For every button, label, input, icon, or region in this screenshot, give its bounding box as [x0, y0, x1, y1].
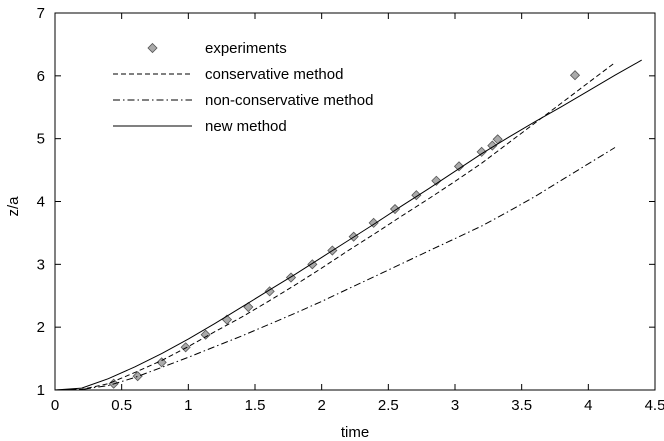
x-tick-label: 1 — [184, 397, 192, 414]
experiments-marker — [368, 217, 379, 228]
legend-experiments-symbol — [147, 42, 158, 54]
x-tick-label: 2.5 — [378, 397, 399, 414]
experiments-marker — [264, 286, 275, 297]
x-tick-label: 1.5 — [245, 397, 266, 414]
y-tick-label: 2 — [37, 319, 45, 336]
experiments-marker — [156, 357, 167, 368]
legend: experiments conservative method non-conser… — [113, 40, 373, 135]
x-tick-label: 0.5 — [111, 397, 132, 414]
experiments-marker — [431, 175, 442, 186]
x-tick-label: 0 — [51, 397, 59, 414]
y-tick-label: 5 — [37, 131, 45, 148]
experiments-marker — [453, 161, 465, 172]
experiments-marker — [487, 140, 498, 151]
x-tick-label: 3.5 — [511, 397, 532, 414]
experiments-marker — [569, 70, 581, 81]
legend-new-method-label: new method — [205, 118, 287, 135]
legend-non-conservative-method-label: non-conservative method — [205, 92, 373, 109]
x-tick-label: 4.5 — [645, 397, 664, 414]
y-tick-label: 3 — [37, 256, 45, 273]
y-tick-label: 1 — [37, 382, 45, 399]
experiments-marker — [200, 329, 211, 340]
legend-conservative-method-label: conservative method — [205, 66, 343, 83]
new-method-line — [54, 59, 642, 391]
experiments-marker — [243, 301, 254, 313]
plot-frame — [54, 12, 656, 391]
x-tick-label: 2 — [317, 397, 325, 414]
experiments-marker — [132, 371, 143, 382]
experiments-marker — [180, 342, 191, 353]
legend-experiments-label: experiments — [205, 40, 287, 57]
series-layer — [54, 59, 642, 391]
x-axis-label: time — [341, 424, 369, 441]
y-tick-label: 7 — [37, 5, 45, 22]
experiments-marker — [476, 146, 487, 157]
y-tick-label: 6 — [37, 68, 45, 85]
y-axis-label: z/a — [5, 196, 22, 217]
conservative-method-line — [54, 62, 616, 391]
x-tick-label: 4 — [584, 397, 592, 414]
axis-ticks: 0 0.5 1 1.5 2 2.5 3 3.5 4 4.5 1 2 3 4 5 6 7 — [37, 5, 664, 414]
non-conservative-method-line — [54, 147, 616, 391]
y-tick-label: 4 — [37, 194, 45, 211]
x-tick-label: 3 — [451, 397, 459, 414]
